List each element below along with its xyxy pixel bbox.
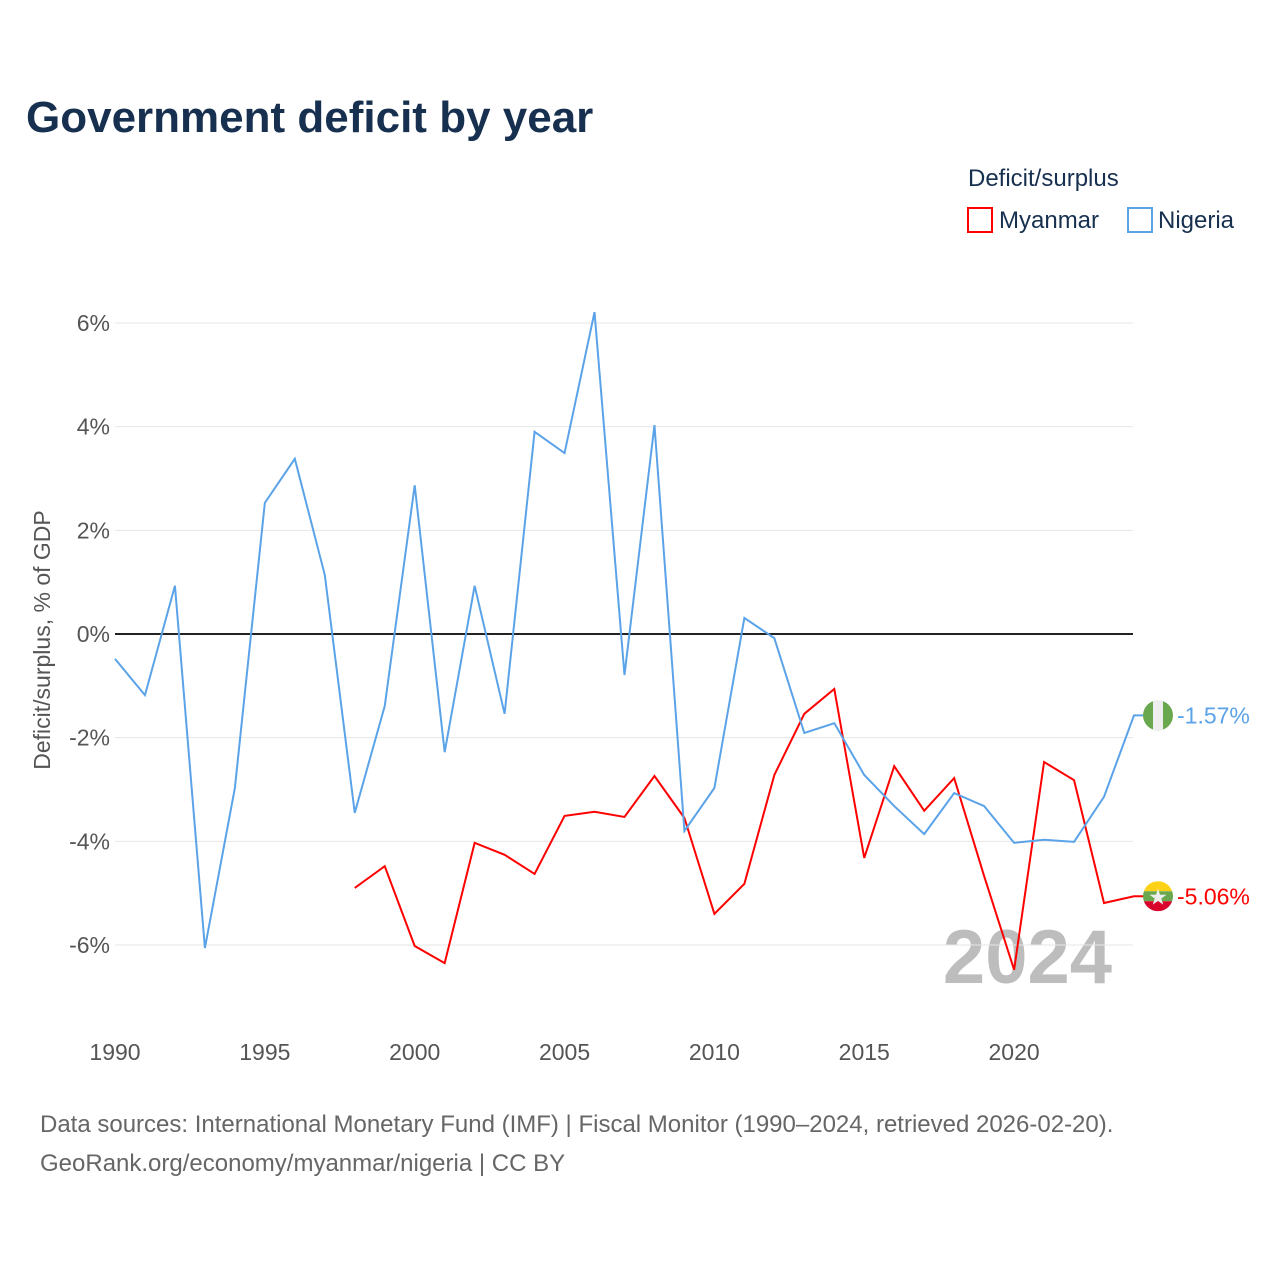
- year-watermark: 2024: [943, 915, 1112, 1000]
- x-tick-label: 1995: [239, 1039, 290, 1065]
- legend-title: Deficit/surplus: [968, 165, 1119, 192]
- y-tick-label: -4%: [69, 828, 110, 854]
- end-label-nigeria: -1.57%: [1177, 702, 1250, 728]
- y-tick-label: 2%: [77, 517, 110, 543]
- x-tick-label: 1990: [89, 1039, 140, 1065]
- x-tick-label: 2005: [539, 1039, 590, 1065]
- svg-text:★: ★: [1148, 884, 1168, 909]
- legend-item-myanmar[interactable]: Myanmar: [968, 207, 1099, 234]
- y-tick-label: -2%: [69, 725, 110, 751]
- y-tick-label: 6%: [77, 310, 110, 336]
- legend-item-nigeria[interactable]: Nigeria: [1128, 207, 1235, 234]
- myanmar-flag-icon: ★: [1143, 881, 1173, 911]
- legend-label-myanmar: Myanmar: [999, 207, 1099, 234]
- footer-link[interactable]: GeoRank.org/economy/myanmar/nigeria | CC…: [40, 1150, 565, 1177]
- x-tick-label: 2000: [389, 1039, 440, 1065]
- legend-swatch-nigeria: [1128, 208, 1152, 232]
- legend-label-nigeria: Nigeria: [1158, 207, 1235, 234]
- y-tick-label: 0%: [77, 621, 110, 647]
- y-tick-label: 4%: [77, 414, 110, 440]
- legend-swatch-myanmar: [968, 208, 992, 232]
- y-axis-label: Deficit/surplus, % of GDP: [29, 510, 55, 769]
- chart-title: Government deficit by year: [26, 93, 593, 142]
- x-tick-label: 2010: [689, 1039, 740, 1065]
- end-label-myanmar: -5.06%: [1177, 883, 1250, 909]
- x-tick-label: 2020: [989, 1039, 1040, 1065]
- x-tick-label: 2015: [839, 1039, 890, 1065]
- nigeria-flag-icon: [1143, 700, 1173, 730]
- y-tick-label: -6%: [69, 932, 110, 958]
- footer-sources: Data sources: International Monetary Fun…: [40, 1111, 1113, 1138]
- series-line-nigeria: [115, 312, 1149, 948]
